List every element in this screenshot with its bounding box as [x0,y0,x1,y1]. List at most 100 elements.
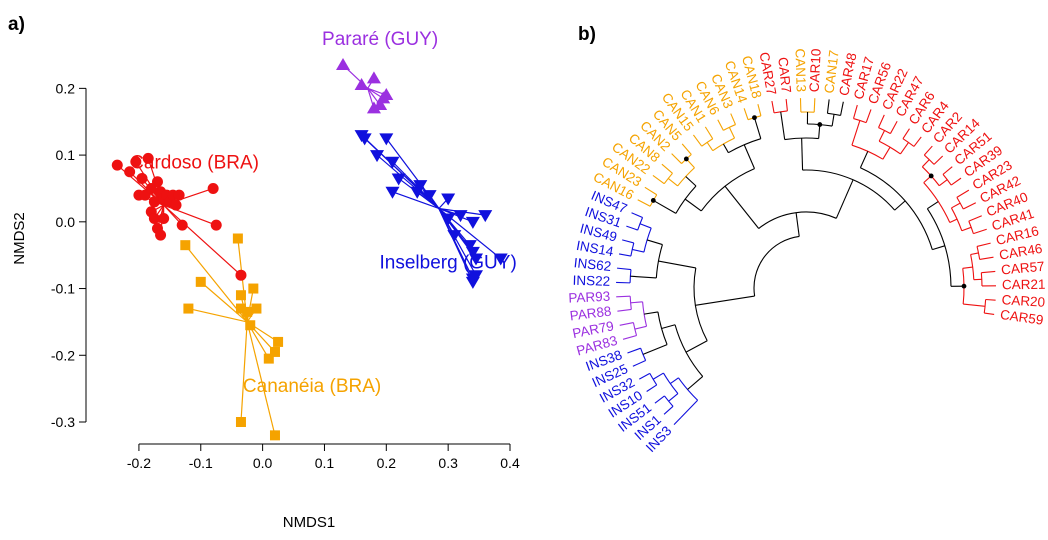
data-point [385,156,400,169]
panel-label-a: a) [8,14,25,35]
branch-radial [951,202,961,209]
data-point [354,78,369,91]
data-point [385,186,400,199]
branch-radial [902,128,910,140]
branch-radial [642,344,668,355]
nmds-scatter-plot: -0.2 -0.1 0.0 0.1 0.2 0.3 0.4 -0.3 -0.2 -0.1 0.0 0.… [11,29,520,531]
branch-radial [785,98,788,112]
branch-arc [942,174,952,186]
branch-arc [700,168,755,212]
branch-radial [631,212,643,219]
branch-radial [646,239,663,246]
data-point [176,219,188,231]
branch-radial [673,417,682,426]
spoke-line [188,307,248,323]
data-point [370,150,385,163]
branch-radial [616,267,632,271]
branch-radial [722,143,729,153]
branch-radial [658,260,696,269]
branch-arc [758,211,837,229]
branch-radial [963,303,986,307]
y-axis-label: NMDS2 [11,212,28,265]
data-point [158,212,170,224]
branch-radial [704,126,714,140]
y-tick-label: -0.3 [51,414,75,430]
data-point [413,180,428,193]
branch-radial [757,104,762,116]
branch-radial [685,176,697,187]
branch-radial [717,119,724,131]
y-tick-label: -0.1 [51,281,75,297]
branch-radial [932,245,945,251]
node-dot [817,122,823,127]
branch-radial [632,248,645,253]
branch-radial [753,117,762,139]
branch-radial [878,130,886,142]
dendrogram-branches [616,98,996,426]
branch-arc [860,167,933,250]
branch-radial [622,239,634,244]
branch-radial [661,324,676,330]
data-point [366,71,381,84]
branch-radial [626,225,638,231]
node-dot [650,198,656,203]
leaf-label: PAR88 [569,304,612,324]
node-dot [961,283,967,289]
branch-arc [784,137,819,141]
branch-arc [983,299,987,314]
branch-radial [654,395,665,404]
branch-radial [889,121,898,134]
branch-radial [921,159,930,168]
branch-radial [878,114,885,128]
branch-arc [802,169,896,211]
branch-radial [835,179,854,219]
branch-arc [629,269,632,283]
branch-radial [652,174,665,185]
data-point [130,156,142,168]
data-point [357,133,372,146]
branch-radial [632,360,646,367]
branch-radial [938,179,948,187]
data-point [207,182,219,194]
branch-radial [630,275,657,279]
branch-radial [668,393,679,402]
data-point [269,346,280,357]
data-point [447,230,462,243]
data-point [180,240,191,251]
branch-radial [851,120,861,146]
branch-arc [701,138,714,147]
branch-radial [979,256,994,260]
data-point [235,417,246,427]
y-tick-label: 0.0 [56,214,76,230]
branch-radial [743,108,749,120]
data-point [273,336,284,347]
x-tick-label: 0.4 [500,455,520,471]
branch-radial [981,270,996,274]
data-point [263,353,274,364]
branch-radial [730,113,737,125]
leaf-label: CAR21 [1002,277,1046,293]
data-point [148,212,160,224]
spoke-line [246,321,276,436]
branch-radial [695,295,755,306]
branch-arc [640,348,647,361]
branch-radial [639,223,652,229]
branch-arc [728,138,761,154]
leaf-label: CAN17 [822,49,842,94]
branch-arc [976,246,981,260]
data-point [155,229,167,241]
data-point [465,216,480,229]
branch-arc [773,110,788,114]
branch-radial [728,127,736,139]
branch-radial [680,399,699,418]
spoke-line [392,191,440,210]
branch-radial [616,295,631,298]
y-tick-label: 0.2 [56,80,76,96]
data-point [441,213,456,226]
branch-radial [771,100,775,113]
branch-arc [663,172,673,185]
x-tick-label: -0.1 [189,455,213,471]
data-point [422,190,437,203]
data-point [232,233,243,244]
y-tick-label: -0.2 [51,347,75,363]
